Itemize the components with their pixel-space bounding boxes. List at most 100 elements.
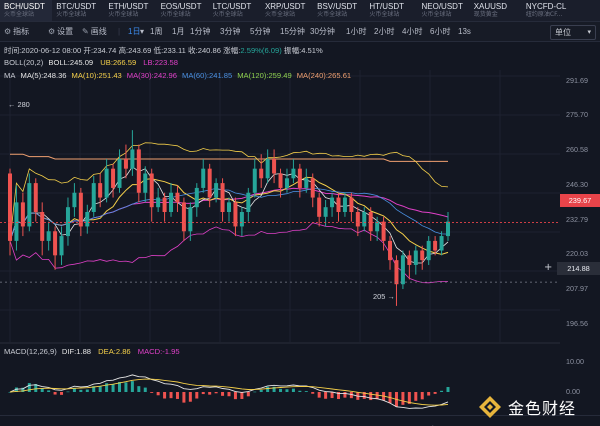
indicator-item[interactable]: OBV [209, 423, 224, 426]
ma-legend: MA MA(5):248.36 MA(10):251.43 MA(30):242.9… [4, 71, 356, 80]
candle-body [252, 168, 257, 193]
indicator-item[interactable]: KDJ [309, 423, 323, 426]
ticker-symbol: XAUUSD [473, 2, 508, 11]
ticker-tab[interactable]: ETH/USDT 火币全球站 [104, 0, 156, 21]
macd-bar [279, 388, 283, 392]
indicator-item[interactable]: SMI [454, 423, 467, 426]
price-scale-label: 220.03 [566, 249, 588, 258]
indicator-item[interactable]: BOLL [373, 423, 391, 426]
indicator-button[interactable]: ⚙ 指标 [4, 27, 30, 36]
macd-bar [440, 390, 444, 392]
currency-select[interactable]: 单位 ▾ [550, 25, 596, 40]
macd-bar [446, 387, 450, 392]
candle-body [220, 183, 225, 212]
ticker-tab[interactable]: BCH/USDT 火币全球站 [0, 0, 53, 21]
indicator-item[interactable]: VR [193, 423, 203, 426]
ticker-tab[interactable]: NYCFD-CL 纽约原油CF... [522, 0, 574, 21]
indicator-item[interactable]: BM [2, 423, 13, 426]
interval-12[interactable]: 13s [458, 27, 471, 36]
candle-body [214, 183, 219, 198]
price-scale-label: 246.30 [566, 180, 588, 189]
macd-bar [375, 392, 379, 400]
low-annotation: 205 → [373, 292, 395, 301]
interval-4[interactable]: 3分钟 [220, 27, 241, 36]
crosshair-price-tag: 214.88 [557, 262, 600, 275]
candle-body [78, 192, 83, 227]
indicator-item[interactable]: RSI [252, 423, 264, 426]
indicator-item[interactable]: CCI [473, 423, 485, 426]
pencil-icon: ✎ [82, 27, 89, 36]
candle-body [407, 255, 412, 265]
ticker-tab[interactable]: EOS/USDT 火币全球站 [157, 0, 209, 21]
candlestick-chart[interactable] [0, 42, 560, 415]
interval-chevron-icon[interactable]: ▾ [140, 27, 145, 36]
ma-value: MA(10):251.43 [71, 71, 122, 80]
candle-body [130, 149, 135, 169]
ticker-tab[interactable]: XRP/USDT 火币全球站 [261, 0, 313, 21]
interval-7[interactable]: 30分钟 [310, 27, 335, 36]
settings-button[interactable]: ⚙ 设置 [48, 27, 74, 36]
indicator-item[interactable]: EMV [231, 423, 247, 426]
indicator-item[interactable]: TRIX [145, 423, 161, 426]
ticker-symbol: BSV/USDT [317, 2, 358, 11]
watermark: 金色财经 [478, 392, 576, 422]
indicator-item[interactable]: DMA [123, 423, 139, 426]
macd-bar [27, 383, 31, 392]
ticker-tab[interactable]: NEO/USDT 火币全球站 [418, 0, 470, 21]
indicator-item[interactable]: StochRSI [418, 423, 448, 426]
candle-body [175, 192, 180, 203]
indicator-item[interactable]: MTM [351, 423, 367, 426]
interval-6[interactable]: 15分钟 [280, 27, 305, 36]
ticker-exchange: 现货黄金 [473, 11, 498, 18]
interval-10[interactable]: 4小时 [402, 27, 423, 36]
indicator-item[interactable]: SAR [288, 423, 303, 426]
indicator-item[interactable]: DMI [104, 423, 117, 426]
chart-toolbar: ⚙ 指标 ⚙ 设置 ✎ 画线 | 1日 ▾ 1周 1月 1分钟 3分钟 5分钟 15分钟 30分钟 1小… [0, 22, 600, 42]
macd-bar [150, 392, 154, 393]
ticker-symbol: XRP/USDT [264, 2, 306, 11]
candle-body [59, 236, 64, 256]
candle-body [375, 221, 380, 232]
interval-0[interactable]: 1日 [128, 27, 141, 36]
ticker-exchange: 火币全球站 [108, 11, 139, 18]
macd-bar [414, 392, 418, 401]
crosshair-plus-icon[interactable]: + [544, 262, 553, 273]
candle-body [394, 260, 399, 285]
indicator-item[interactable]: ATR [510, 423, 524, 426]
macd-bar [188, 392, 192, 402]
interval-9[interactable]: 2小时 [374, 27, 395, 36]
macd-bar [298, 390, 302, 392]
interval-2[interactable]: 1月 [172, 27, 185, 36]
macd-bar [66, 391, 70, 393]
indicator-item[interactable]: WR [270, 423, 282, 426]
interval-3[interactable]: 1分钟 [190, 27, 211, 36]
interval-1[interactable]: 1周 [150, 27, 163, 36]
macd-bar [246, 392, 250, 397]
ticker-tab[interactable]: HT/USDT 火币全球站 [365, 0, 417, 21]
candle-body [91, 183, 96, 212]
macd-bar [317, 392, 321, 398]
ticker-tab[interactable]: LTC/USDT 火币全球站 [209, 0, 261, 21]
indicator-item[interactable]: ROC [329, 423, 345, 426]
candle-body [368, 212, 373, 232]
indicator-item[interactable]: BRAR [167, 423, 187, 426]
indicator-item[interactable]: EMA [19, 423, 35, 426]
indicator-item[interactable]: MFI [491, 423, 503, 426]
indicator-item[interactable]: PSY [397, 423, 411, 426]
candle-body [349, 197, 354, 212]
interval-8[interactable]: 1小时 [346, 27, 367, 36]
candle-body [33, 183, 38, 212]
ticker-tab[interactable]: BTC/USDT 火币全球站 [52, 0, 104, 21]
draw-line-button[interactable]: ✎ 画线 [82, 27, 107, 36]
macd-bar [79, 389, 83, 392]
candle-body [181, 202, 186, 232]
ticker-tab[interactable]: BSV/USDT 火币全球站 [313, 0, 365, 21]
macd-bar [343, 392, 347, 398]
ticker-tab[interactable]: XAUUSD 现货黄金 [470, 0, 522, 21]
macd-bar [163, 392, 167, 399]
macd-bar [169, 392, 173, 399]
interval-11[interactable]: 6小时 [430, 27, 451, 36]
indicator-item[interactable]: MACD [77, 423, 98, 426]
indicator-item[interactable]: VOLUME [40, 423, 70, 426]
interval-5[interactable]: 5分钟 [250, 27, 271, 36]
